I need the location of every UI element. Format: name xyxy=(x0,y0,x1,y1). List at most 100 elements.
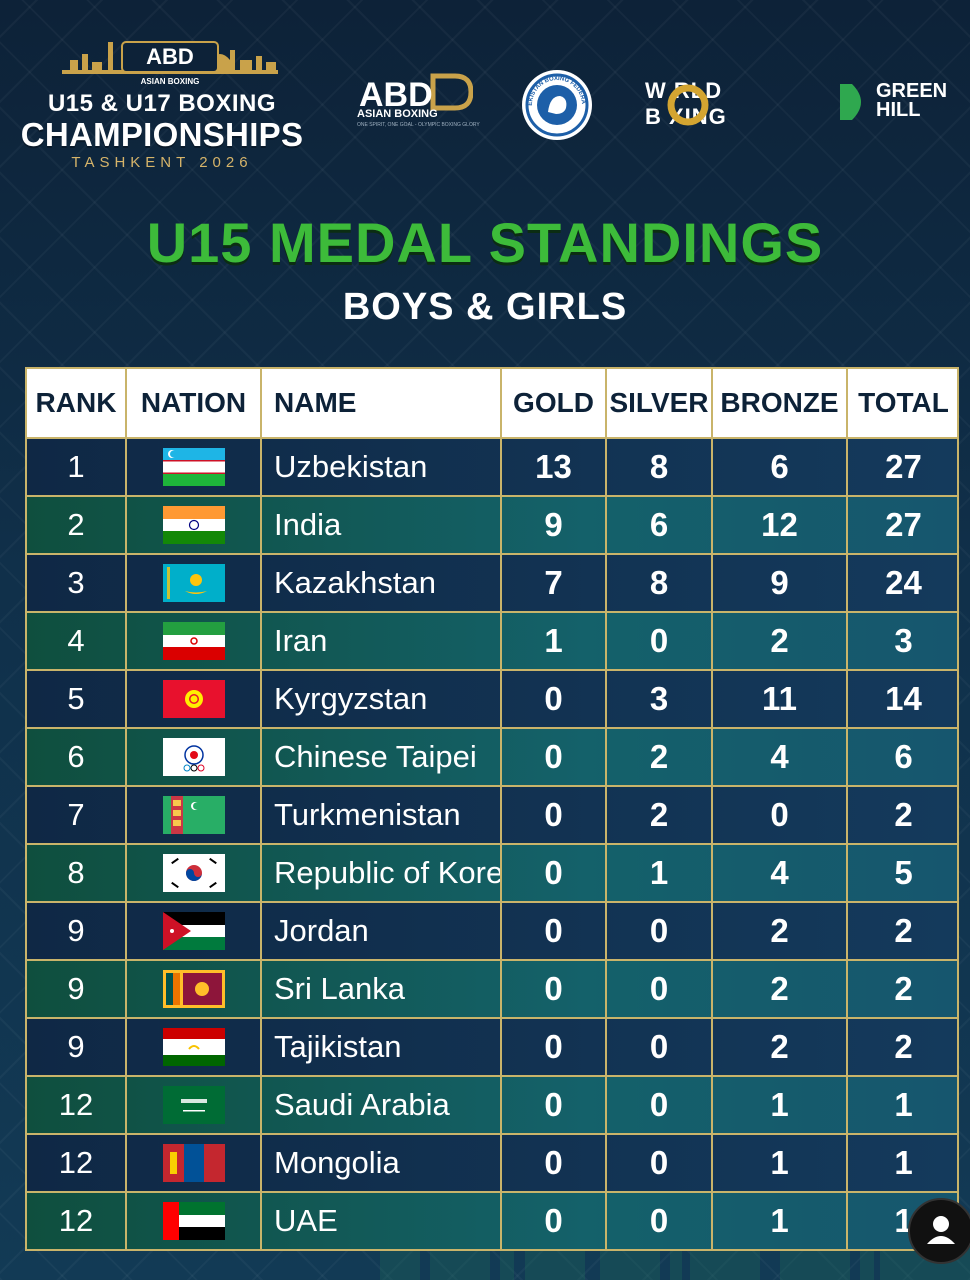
asian-boxing-mark: ABD xyxy=(359,73,473,114)
column-header-nation: NATION xyxy=(127,369,262,437)
cell-bronze: 2 xyxy=(713,613,848,669)
cell-name: Uzbekistan xyxy=(262,439,502,495)
korea-flag xyxy=(162,854,225,892)
cell-nation xyxy=(127,439,262,495)
cell-bronze: 2 xyxy=(713,1019,848,1075)
cell-total: 6 xyxy=(894,738,913,775)
green-hill-text: GREEN HILL xyxy=(876,80,948,121)
user-avatar-icon[interactable] xyxy=(908,1198,970,1264)
cell-silver: 6 xyxy=(607,497,713,553)
cell-bronze: 4 xyxy=(713,845,848,901)
table-row: 9 Jordan 0 0 2 2 xyxy=(27,901,957,959)
uzbekistan-flag xyxy=(162,448,225,486)
mongolia-flag xyxy=(162,1144,225,1182)
championship-title-line1: U15 & U17 BOXING xyxy=(47,90,277,117)
column-header-bronze: BRONZE xyxy=(713,369,848,437)
kyrgyzstan-flag xyxy=(162,680,225,718)
header: ABD ASIAN BOXING U15 & U17 BOXING CHAMPI… xyxy=(0,0,970,190)
cell-name: Kyrgyzstan xyxy=(262,671,502,727)
championship-logo: ABD ASIAN BOXING U15 & U17 BOXING CHAMPI… xyxy=(12,40,312,171)
cell-gold: 0 xyxy=(502,671,607,727)
championship-mark-sub: ASIAN BOXING xyxy=(141,77,200,86)
page-title: U15 MEDAL STANDINGS xyxy=(146,211,824,274)
cell-gold: 9 xyxy=(502,497,607,553)
column-header-gold: GOLD xyxy=(502,369,607,437)
cell-bronze: 11 xyxy=(713,671,848,727)
cell-gold: 1 xyxy=(502,613,607,669)
cell-silver: 1 xyxy=(607,845,713,901)
cell-silver: 0 xyxy=(607,613,713,669)
cell-name: Sri Lanka xyxy=(262,961,502,1017)
cell-total: 3 xyxy=(894,622,913,659)
cell-nation xyxy=(127,1019,262,1075)
cell-bronze: 0 xyxy=(713,787,848,843)
table-row: 3 Kazakhstan 7 8 9 24 xyxy=(27,553,957,611)
table-row: 12 Saudi Arabia 0 0 1 1 xyxy=(27,1075,957,1133)
cell-nation xyxy=(127,555,262,611)
cell-name: Saudi Arabia xyxy=(262,1077,502,1133)
cell-bronze: 2 xyxy=(713,961,848,1017)
saudi-arabia-flag xyxy=(162,1086,225,1124)
tajikistan-flag xyxy=(162,1028,225,1066)
championship-location: TASHKENT 2026 xyxy=(71,154,253,171)
cell-total: 2 xyxy=(894,912,913,949)
cell-nation xyxy=(127,1077,262,1133)
column-header-silver: SILVER xyxy=(607,369,713,437)
cell-silver: 0 xyxy=(607,1193,713,1249)
cell-gold: 0 xyxy=(502,1193,607,1249)
cell-name: Mongolia xyxy=(262,1135,502,1191)
svg-text:ABD: ABD xyxy=(359,76,433,114)
table-row: 1 Uzbekistan 13 8 6 27 xyxy=(27,437,957,495)
cell-total: 14 xyxy=(885,680,922,717)
cell-silver: 0 xyxy=(607,961,713,1017)
cell-gold: 0 xyxy=(502,845,607,901)
cell-name: Kazakhstan xyxy=(262,555,502,611)
world-boxing-logo: W RLD B XING xyxy=(645,76,795,132)
cell-silver: 2 xyxy=(607,729,713,785)
cell-nation xyxy=(127,497,262,553)
cell-nation xyxy=(127,787,262,843)
cell-rank: 4 xyxy=(27,613,127,669)
cell-rank: 6 xyxy=(27,729,127,785)
cell-rank: 12 xyxy=(27,1193,127,1249)
uzbekistan-boxing-federation-logo: UZBEKISTAN BOXING FEDERATION xyxy=(518,64,594,142)
cell-nation xyxy=(127,1135,262,1191)
cell-bronze: 2 xyxy=(713,903,848,959)
cell-gold: 0 xyxy=(502,1019,607,1075)
cell-nation xyxy=(127,729,262,785)
column-header-rank: RANK xyxy=(27,369,127,437)
cell-silver: 0 xyxy=(607,903,713,959)
green-hill-logo: GREEN HILL xyxy=(838,80,970,126)
turkmenistan-flag xyxy=(162,796,225,834)
cell-nation xyxy=(127,671,262,727)
table-body: 1 Uzbekistan 13 8 6 27 2 India 9 6 12 27 3 Kazakhstan… xyxy=(27,437,957,1249)
table-row: 4 Iran 1 0 2 3 xyxy=(27,611,957,669)
cell-bronze: 4 xyxy=(713,729,848,785)
cell-total: 1 xyxy=(894,1086,913,1123)
cell-rank: 12 xyxy=(27,1135,127,1191)
cell-gold: 0 xyxy=(502,903,607,959)
table-row: 7 Turkmenistan 0 2 0 2 xyxy=(27,785,957,843)
cell-nation xyxy=(127,1193,262,1249)
cell-rank: 1 xyxy=(27,439,127,495)
column-header-total: TOTAL xyxy=(858,387,949,418)
cell-name: Jordan xyxy=(262,903,502,959)
cell-rank: 8 xyxy=(27,845,127,901)
cell-total: 24 xyxy=(885,564,922,601)
world-boxing-ring-icon xyxy=(667,84,709,126)
asian-boxing-logo: ABD ASIAN BOXING ONE SPIRIT, ONE GOAL - … xyxy=(355,72,480,132)
cell-name: Chinese Taipei xyxy=(262,729,502,785)
chinese-taipei-flag xyxy=(162,738,225,776)
cell-nation xyxy=(127,845,262,901)
table-row: 12 Mongolia 0 0 1 1 xyxy=(27,1133,957,1191)
cell-gold: 0 xyxy=(502,961,607,1017)
cell-rank: 9 xyxy=(27,1019,127,1075)
cell-total: 27 xyxy=(885,506,922,543)
table-header: RANK NATION NAME GOLD SILVER BRONZE TOTA… xyxy=(27,369,957,437)
uae-flag xyxy=(162,1202,225,1240)
asian-boxing-tagline: ONE SPIRIT, ONE GOAL - OLYMPIC BOXING GL… xyxy=(357,122,480,128)
cell-total: 5 xyxy=(894,854,913,891)
championship-mark-text: ABD xyxy=(146,44,194,69)
cell-nation xyxy=(127,613,262,669)
kazakhstan-flag xyxy=(162,564,225,602)
